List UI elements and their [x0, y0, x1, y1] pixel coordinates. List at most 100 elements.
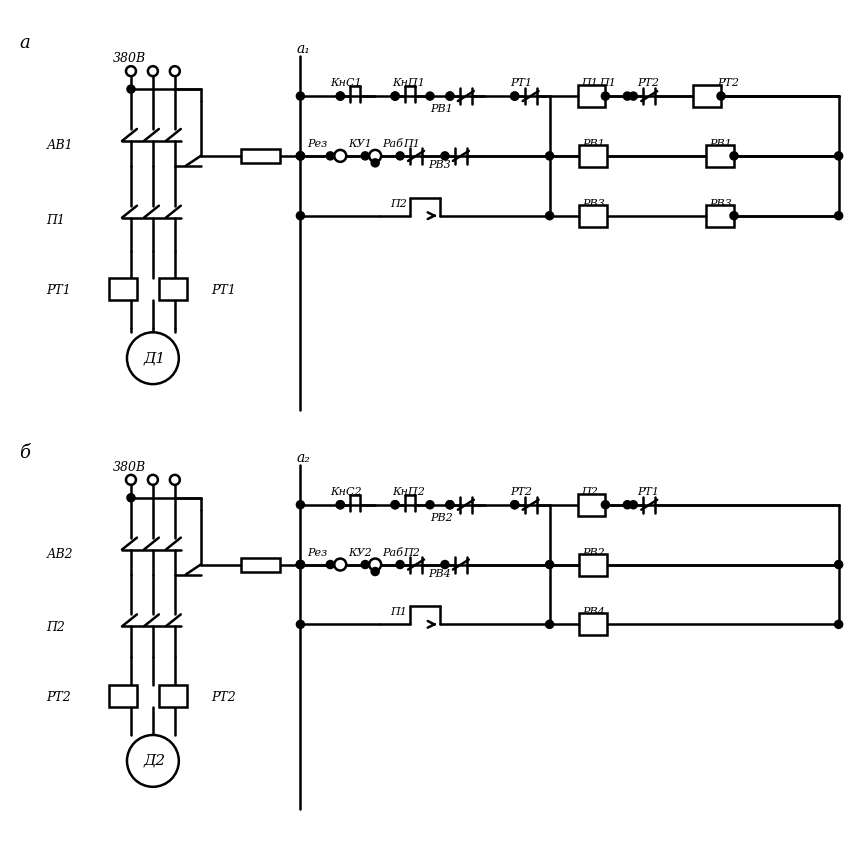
- Circle shape: [442, 152, 448, 159]
- Circle shape: [717, 93, 724, 99]
- Circle shape: [297, 561, 304, 568]
- Circle shape: [391, 502, 398, 508]
- Circle shape: [511, 93, 518, 99]
- Circle shape: [127, 735, 179, 787]
- Circle shape: [546, 561, 553, 568]
- Bar: [241, 149, 281, 163]
- Circle shape: [334, 150, 346, 162]
- Circle shape: [730, 152, 738, 159]
- Text: РТ1: РТ1: [211, 284, 236, 297]
- Bar: [241, 558, 281, 571]
- Text: 380В: 380В: [113, 52, 146, 65]
- Circle shape: [426, 502, 433, 508]
- Bar: [578, 494, 605, 516]
- Circle shape: [447, 93, 454, 99]
- Circle shape: [297, 561, 304, 568]
- Circle shape: [170, 475, 180, 484]
- Circle shape: [546, 212, 553, 219]
- Circle shape: [397, 152, 403, 159]
- Circle shape: [372, 568, 379, 575]
- Circle shape: [447, 93, 454, 99]
- Circle shape: [297, 502, 304, 508]
- Text: П1: П1: [46, 214, 66, 227]
- Circle shape: [630, 502, 637, 508]
- Text: РВ1: РВ1: [430, 104, 453, 114]
- Text: КУ2: КУ2: [348, 547, 372, 558]
- Circle shape: [297, 152, 304, 159]
- Text: Рез: Рез: [307, 139, 328, 149]
- Bar: [159, 685, 186, 707]
- Text: РВ4: РВ4: [582, 608, 605, 617]
- Text: РТ2: РТ2: [510, 487, 532, 496]
- Text: РВ1: РВ1: [709, 139, 732, 149]
- Text: б: б: [20, 444, 31, 462]
- Circle shape: [511, 502, 518, 508]
- Circle shape: [391, 502, 398, 508]
- Text: РВ2: РВ2: [582, 547, 605, 558]
- Bar: [159, 279, 186, 300]
- Bar: [580, 205, 608, 227]
- Text: а: а: [20, 34, 30, 52]
- Text: Д2: Д2: [144, 754, 166, 768]
- Text: КнС2: КнС2: [330, 487, 362, 496]
- Text: РТ2: РТ2: [46, 690, 71, 704]
- Text: РВ3: РВ3: [709, 199, 732, 209]
- Text: РВ3: РВ3: [428, 160, 451, 170]
- Circle shape: [170, 66, 180, 76]
- Text: РТ2: РТ2: [717, 78, 739, 88]
- Circle shape: [630, 93, 637, 99]
- Circle shape: [369, 558, 381, 570]
- Text: РТ2: РТ2: [637, 78, 660, 88]
- Circle shape: [546, 152, 553, 159]
- Text: Д1: Д1: [144, 351, 166, 365]
- Circle shape: [148, 475, 158, 484]
- Circle shape: [442, 561, 448, 568]
- Bar: [706, 144, 734, 167]
- Circle shape: [391, 93, 398, 99]
- Circle shape: [624, 93, 631, 99]
- Bar: [580, 144, 608, 167]
- Circle shape: [327, 561, 334, 568]
- Text: а₂: а₂: [296, 450, 311, 465]
- Circle shape: [397, 561, 403, 568]
- Circle shape: [127, 332, 179, 384]
- Circle shape: [369, 150, 381, 162]
- Text: П2: П2: [581, 487, 598, 496]
- Text: П2: П2: [403, 547, 420, 558]
- Circle shape: [297, 93, 304, 99]
- Text: П2: П2: [390, 199, 407, 209]
- Text: Раб: Раб: [382, 547, 403, 558]
- Circle shape: [297, 561, 304, 568]
- Circle shape: [337, 502, 344, 508]
- Bar: [580, 553, 608, 575]
- Circle shape: [327, 152, 334, 159]
- Text: Рез: Рез: [307, 547, 328, 558]
- Bar: [580, 614, 608, 635]
- Text: КнП1: КнП1: [392, 78, 425, 88]
- Text: РВ4: РВ4: [428, 569, 451, 579]
- Circle shape: [362, 561, 368, 568]
- Text: РТ2: РТ2: [211, 690, 236, 704]
- Text: АВ1: АВ1: [46, 139, 73, 152]
- Circle shape: [337, 93, 344, 99]
- Circle shape: [126, 66, 136, 76]
- Circle shape: [602, 93, 609, 99]
- Circle shape: [148, 66, 158, 76]
- Text: П1: П1: [403, 139, 420, 149]
- Circle shape: [128, 86, 134, 93]
- Circle shape: [602, 502, 609, 508]
- Circle shape: [297, 212, 304, 219]
- Circle shape: [546, 620, 553, 628]
- Text: РТ1: РТ1: [637, 487, 660, 496]
- Text: РВ1: РВ1: [582, 139, 605, 149]
- Circle shape: [337, 93, 344, 99]
- Circle shape: [730, 212, 738, 219]
- Text: КУ1: КУ1: [348, 139, 372, 149]
- Circle shape: [334, 558, 346, 570]
- Text: РВ2: РВ2: [430, 513, 453, 523]
- Circle shape: [297, 152, 304, 159]
- Circle shape: [835, 152, 842, 159]
- Bar: [706, 205, 734, 227]
- Bar: [578, 85, 605, 107]
- Text: КнП2: КнП2: [392, 487, 425, 496]
